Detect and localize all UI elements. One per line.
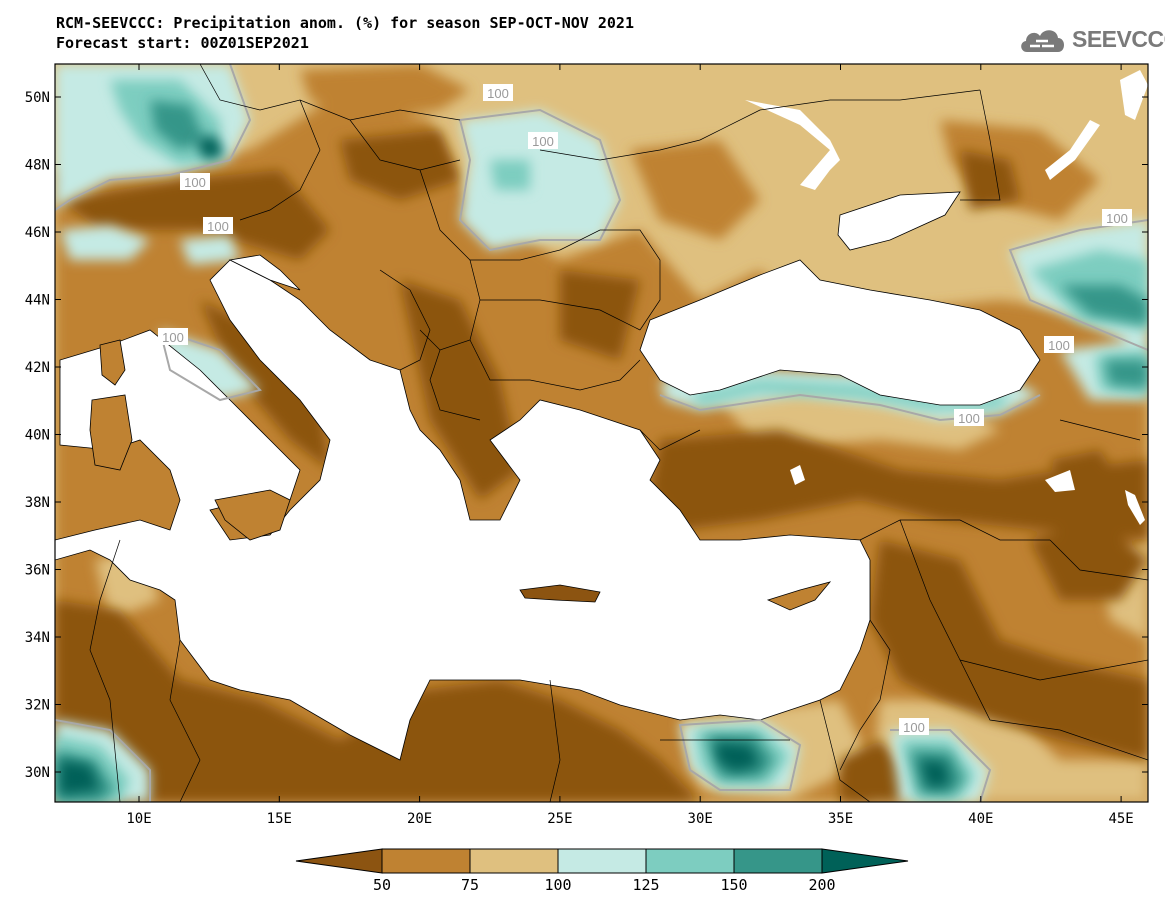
lon-tick-label: 30E <box>688 811 713 827</box>
black-sea <box>639 259 1041 406</box>
lon-tick-label: 25E <box>547 811 572 827</box>
colorbar-label: 200 <box>808 876 835 894</box>
svg-text:100: 100 <box>958 411 980 426</box>
crete <box>519 584 601 603</box>
svg-text:100: 100 <box>903 720 925 735</box>
map-frame <box>54 63 1149 803</box>
colorbar-swatch-100-125 <box>557 848 647 874</box>
svg-text:100: 100 <box>162 330 184 345</box>
contour-label: 100 <box>954 409 984 426</box>
lat-tick-label: 40N <box>25 428 50 444</box>
colorbar-label: 75 <box>461 876 479 894</box>
contour-label: 100 <box>899 718 929 735</box>
lat-tick-label: 44N <box>25 293 50 309</box>
sardinia <box>89 394 133 471</box>
lat-tick-label: 50N <box>25 90 50 106</box>
sea-areas <box>55 191 1041 761</box>
svg-text:100: 100 <box>532 134 554 149</box>
lat-tick-label: 42N <box>25 360 50 376</box>
colorbar-label: 125 <box>632 876 659 894</box>
colorbar-swatch-125-150 <box>645 848 735 874</box>
colorbar-swatch-gt200 <box>821 848 909 874</box>
islands <box>89 339 832 611</box>
colorbar-label: 150 <box>720 876 747 894</box>
lat-tick-label: 36N <box>25 563 50 579</box>
lat-tick-label: 32N <box>25 698 50 714</box>
svg-text:100: 100 <box>207 219 229 234</box>
lat-tick-label: 30N <box>25 765 50 781</box>
colorbar-swatch-50-75 <box>381 848 471 874</box>
lon-tick-label: 10E <box>126 811 151 827</box>
svg-text:100: 100 <box>184 175 206 190</box>
lat-tick-label: 34N <box>25 630 50 646</box>
contour-label: 100 <box>528 132 558 149</box>
lon-tick-label: 15E <box>267 811 292 827</box>
contour-label: 100 <box>1044 336 1074 353</box>
contour-label: 100 <box>180 173 210 190</box>
contour-label: 100 <box>158 328 188 345</box>
chart-title: RCM-SEEVCCC: Precipitation anom. (%) for… <box>56 13 634 53</box>
contour-label: 100 <box>203 217 233 234</box>
svg-text:100: 100 <box>1106 211 1128 226</box>
svg-text:100: 100 <box>487 86 509 101</box>
lakes <box>745 70 1148 525</box>
lon-tick-label: 20E <box>407 811 432 827</box>
latitude-axis: 50N 48N 46N 44N 42N 40N 38N 36N 34N 32N 30N <box>25 90 1148 781</box>
corsica <box>99 339 126 386</box>
lon-tick-label: 40E <box>968 811 993 827</box>
colorbar-swatch-150-200 <box>733 848 823 874</box>
field-lt50 <box>55 130 1148 802</box>
logo-text: SEEVCCC <box>1072 26 1165 52</box>
colorbar-swatch-75-100 <box>469 848 559 874</box>
contour-label-group: 100 100 100 100 100 100 100 100 100 <box>158 84 1132 735</box>
sicily <box>214 489 291 541</box>
lat-tick-label: 48N <box>25 158 50 174</box>
mediterranean-sea <box>55 259 871 761</box>
lon-tick-label: 35E <box>828 811 853 827</box>
title-line-2: Forecast start: 00Z01SEP2021 <box>56 34 309 52</box>
cloud-icon <box>1021 30 1064 52</box>
sea-north-adriatic <box>228 254 301 291</box>
lat-tick-label: 46N <box>25 225 50 241</box>
colorbar: 50 75 100 125 150 200 <box>295 848 909 894</box>
country-borders <box>89 64 1148 802</box>
seevccc-logo: SEEVCCC <box>1018 24 1165 58</box>
longitude-axis: 10E 15E 20E 25E 30E 35E 40E 45E <box>126 64 1134 827</box>
field-gt200 <box>60 135 950 795</box>
cyprus <box>766 581 832 611</box>
colorbar-label: 100 <box>544 876 571 894</box>
svg-text:100: 100 <box>1048 338 1070 353</box>
contours-100 <box>55 64 1148 802</box>
map-field <box>55 64 1148 802</box>
lat-tick-label: 38N <box>25 495 50 511</box>
colorbar-label: 50 <box>373 876 391 894</box>
colorbar-swatch-lt50 <box>295 848 383 874</box>
sea-of-azov <box>837 191 961 251</box>
title-line-1: RCM-SEEVCCC: Precipitation anom. (%) for… <box>56 14 634 32</box>
contour-label: 100 <box>483 84 513 101</box>
lon-tick-label: 45E <box>1108 811 1133 827</box>
contour-label: 100 <box>1102 209 1132 226</box>
